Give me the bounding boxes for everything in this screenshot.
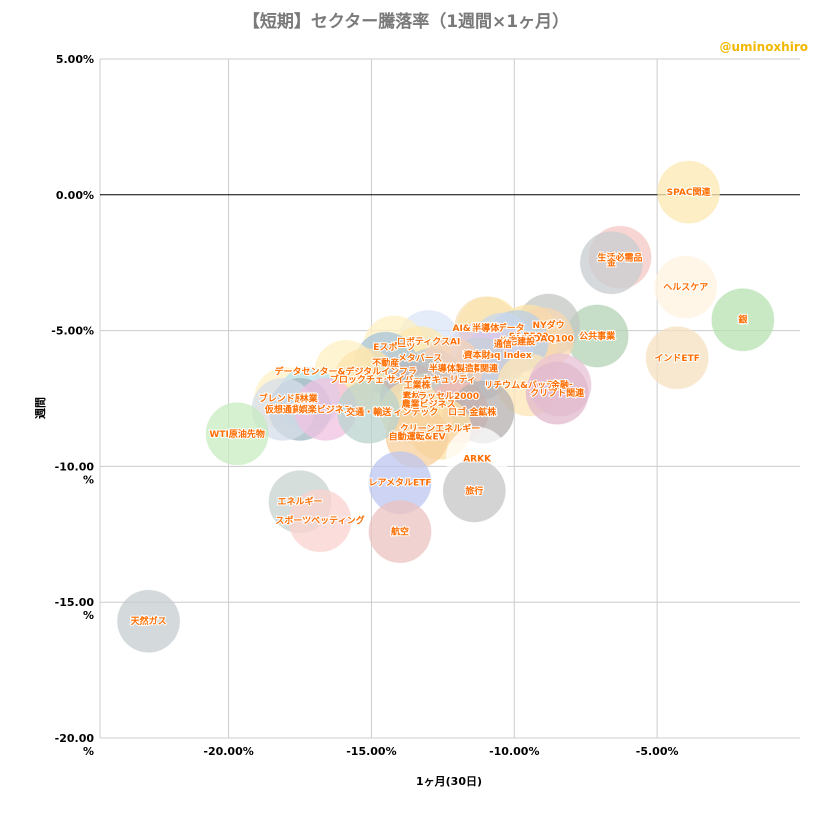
bubble-label: 通信	[494, 338, 512, 350]
bubble-label: ラッセル2000	[418, 391, 479, 402]
y-tick-label-unit: %	[83, 473, 94, 486]
bubble	[368, 500, 432, 564]
bubble-label: ヘルスケア	[663, 282, 708, 293]
bubble	[657, 160, 721, 224]
bubble-label: 金	[606, 257, 617, 269]
bubble-label: 半導体製造	[429, 363, 475, 375]
bubble-label: 旅行	[465, 485, 483, 497]
bubble-label: 資本財	[464, 349, 491, 361]
bubble-label: AI&ビッグデータ	[452, 322, 524, 334]
bubble-label: 林業	[300, 393, 319, 405]
bubble-label: 軍事関連	[462, 363, 499, 375]
bubble-label: ロゴ	[448, 406, 466, 418]
bubble-label: 生活必需品	[597, 251, 642, 263]
x-tick-label: -20.00%	[203, 745, 253, 758]
bubble-label: 金融	[550, 379, 569, 391]
bubble	[205, 402, 269, 466]
bubble-label: 仮想通貨	[264, 403, 301, 415]
bubble-label: 素材	[402, 390, 420, 402]
x-tick-label: -5.00%	[636, 745, 679, 758]
bubble-label: スポーツベッティング	[275, 515, 364, 527]
bubble-label: 鉄鋼	[291, 403, 309, 415]
bubble-label: 交通・輸送	[346, 406, 392, 418]
bubble-label: レアメタルETF	[369, 477, 432, 489]
bubble	[442, 459, 506, 523]
bubble-label: 娯楽ビジネス	[299, 403, 353, 415]
y-tick-label: -15.00	[55, 596, 95, 609]
bubble	[645, 326, 709, 390]
bubble-label: S&P500	[509, 332, 549, 342]
y-tick-label: 0.00%	[56, 189, 94, 202]
bubble-label: フィンテック	[385, 407, 439, 418]
bubble-label: ARKK	[463, 454, 492, 464]
bubble-label: 住宅建設	[499, 335, 536, 347]
bubble-label: 銀	[738, 314, 747, 326]
bubble	[288, 489, 352, 553]
bubble	[654, 255, 718, 319]
bubble	[711, 288, 775, 352]
x-axis-title: 1ヶ月(30日)	[416, 775, 482, 788]
y-tick-label: 5.00%	[56, 53, 94, 66]
bubble-label: 自動運転&EV	[389, 431, 446, 443]
bubble-label: データセンター&デジタルインフラ	[275, 365, 417, 377]
y-tick-label: -20.00	[55, 732, 95, 745]
bubble-label: Eスポーツ	[373, 341, 415, 353]
credit-label: @uminoxhiro	[719, 40, 808, 54]
bubble-label: インドETF	[654, 353, 699, 364]
bubble-label: NASDAQ100	[512, 335, 574, 345]
bubble-label: 農業ビジネス	[402, 398, 456, 410]
bubble-label: WTI原油先物	[209, 428, 264, 440]
bubbles	[117, 160, 775, 653]
x-tick-label: -10.00%	[489, 745, 539, 758]
bubble-label: 金鉱株	[468, 406, 497, 418]
bubble-label: 公共事業	[579, 330, 616, 342]
bubble-label: 工業株	[404, 379, 432, 391]
bubble-label: 天然ガス	[131, 615, 167, 627]
bubble	[525, 361, 589, 425]
y-tick-label: -10.00	[55, 460, 95, 473]
bubble-label: クリプト関連	[530, 387, 585, 399]
bubble-label: サイバーセキュリティ	[387, 374, 476, 385]
y-tick-label-unit: %	[83, 609, 94, 622]
x-tick-label: -15.00%	[346, 745, 396, 758]
bubble-label: 不動産	[372, 357, 399, 369]
bubble	[337, 380, 401, 444]
bubble-label: ブロックチェーン	[330, 373, 402, 385]
bubble-label: NYダウ	[533, 319, 565, 331]
bubble	[579, 231, 643, 295]
bubble-label: 航空	[391, 526, 409, 538]
bubble-label: メタバース	[398, 352, 443, 364]
bubble-label: ロボティクスAI	[397, 335, 461, 347]
bubble-label: 半導体	[472, 322, 500, 334]
bubble	[117, 589, 181, 653]
y-tick-label-unit: %	[83, 745, 94, 758]
y-axis-title: 週間	[33, 397, 47, 419]
y-tick-label: -5.00%	[51, 325, 94, 338]
bubble-label: SPAC関連	[667, 186, 712, 198]
bubble-label: ブレンド原油	[259, 393, 313, 405]
bubble-label: Nasdaq Index	[463, 351, 532, 361]
bubble-label: エネルギー	[277, 496, 322, 508]
chart-title: 【短期】セクター騰落率（1週間×1ヶ月）	[243, 11, 569, 32]
bubble-label: リチウム&バッテリー	[484, 380, 573, 391]
bubble-label: クリーンエネルギー	[400, 422, 481, 434]
